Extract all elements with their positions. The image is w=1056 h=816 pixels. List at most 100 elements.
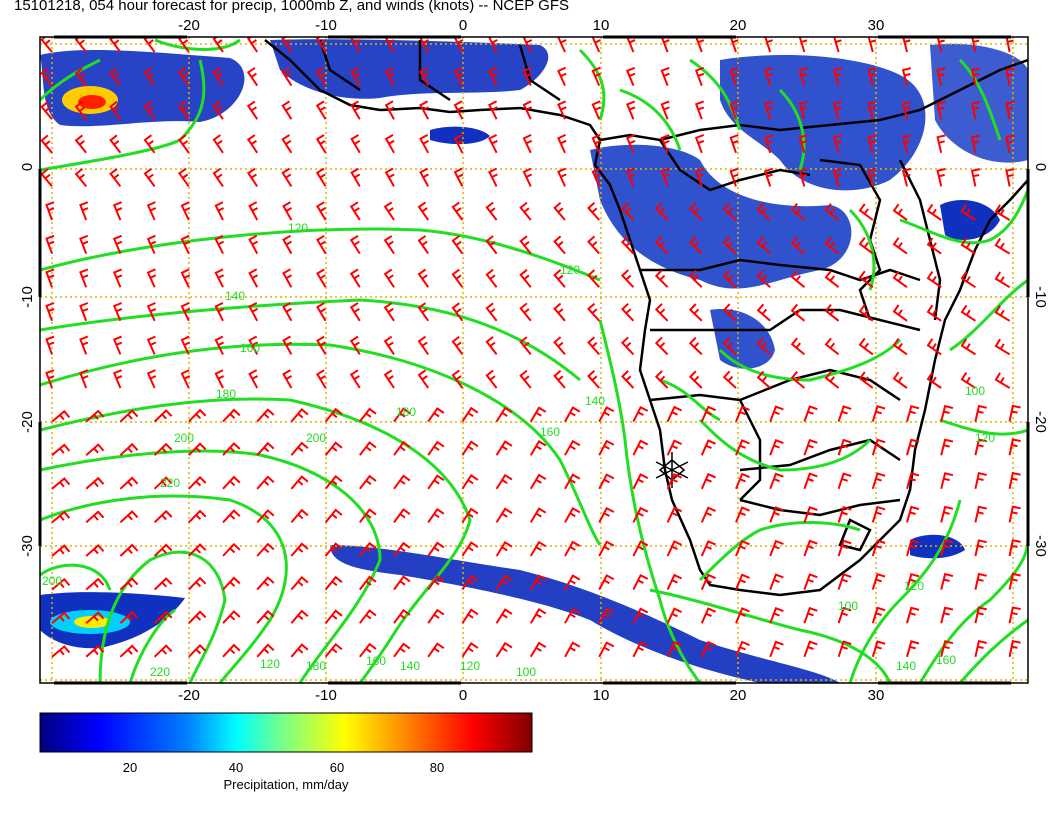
wind-barb-icon xyxy=(180,268,191,288)
wind-barb-icon xyxy=(867,37,877,53)
wind-barb-icon xyxy=(85,409,105,423)
wind-barb-icon xyxy=(85,476,105,490)
wind-barb-icon xyxy=(419,66,430,87)
wind-barb-icon xyxy=(146,301,157,322)
wind-barb-icon xyxy=(85,510,105,524)
wind-barb-icon xyxy=(281,167,293,187)
wind-barb-icon xyxy=(256,441,275,456)
wind-barb-icon xyxy=(700,405,717,423)
wind-barb-icon xyxy=(960,372,976,389)
wind-barb-icon xyxy=(824,270,840,288)
wind-barb-icon xyxy=(901,167,912,187)
wind-barb-icon xyxy=(109,100,122,120)
wind-barb-icon xyxy=(112,234,123,254)
wind-barb-icon xyxy=(960,271,976,289)
wind-barb-icon xyxy=(803,539,818,557)
wind-barb-icon xyxy=(461,608,479,624)
wind-barb-icon xyxy=(1005,37,1014,53)
wind-barb-icon xyxy=(824,371,840,389)
wind-barb-icon xyxy=(519,235,532,255)
wind-barb-icon xyxy=(695,37,705,53)
wind-barb-icon xyxy=(940,505,954,523)
wind-barb-icon xyxy=(79,201,89,221)
wind-barb-icon xyxy=(146,268,157,288)
wind-barb-icon xyxy=(591,167,601,187)
wind-barb-icon xyxy=(892,338,908,356)
wind-barb-icon xyxy=(495,608,513,624)
wind-barb-icon xyxy=(282,268,293,288)
wind-barb-icon xyxy=(529,406,547,423)
contour-label: 120 xyxy=(904,579,924,593)
wind-barb-icon xyxy=(495,507,513,523)
lon-label: 10 xyxy=(593,17,610,34)
wind-barb-icon xyxy=(40,168,53,188)
wind-barb-icon xyxy=(837,539,852,557)
wind-barb-icon xyxy=(451,268,464,288)
wind-barb-icon xyxy=(735,506,750,523)
precipitation-layer xyxy=(40,39,1028,683)
wind-barb-icon xyxy=(666,540,683,557)
wind-barb-icon xyxy=(598,473,615,490)
wind-barb-icon xyxy=(722,370,737,389)
wind-barb-icon xyxy=(315,37,327,53)
wind-barb-icon xyxy=(324,542,343,557)
wind-barb-icon xyxy=(451,369,464,389)
wind-barb-icon xyxy=(837,606,852,624)
wind-barb-icon xyxy=(519,336,532,356)
wind-barb-icon xyxy=(858,304,874,322)
wind-barb-icon xyxy=(119,476,139,490)
contour-label: 160 xyxy=(240,341,260,355)
wind-barb-icon xyxy=(419,100,430,120)
contour-label: 160 xyxy=(540,425,560,439)
wind-barb-icon xyxy=(654,303,669,322)
wind-barb-icon xyxy=(316,268,327,288)
wind-barb-icon xyxy=(461,440,479,456)
wind-barb-icon xyxy=(419,134,430,154)
wind-barb-icon xyxy=(119,610,139,624)
wind-barb-icon xyxy=(756,303,771,322)
wind-barb-icon xyxy=(803,438,818,456)
wind-barb-icon xyxy=(427,474,445,490)
wind-barb-icon xyxy=(790,270,806,288)
wind-barb-icon xyxy=(564,607,581,624)
wind-barb-icon xyxy=(557,66,567,87)
wind-barb-icon xyxy=(598,641,615,658)
wind-barb-icon xyxy=(40,101,53,120)
wind-barb-icon xyxy=(769,640,784,658)
wind-barb-icon xyxy=(790,202,806,221)
wind-barb-icon xyxy=(700,439,717,456)
wind-barb-icon xyxy=(256,609,275,624)
wind-barb-icon xyxy=(461,507,479,523)
wind-barb-icon xyxy=(74,100,87,120)
wind-barb-icon xyxy=(529,540,547,557)
contour-label: 200 xyxy=(306,431,326,445)
wind-barb-icon xyxy=(178,67,190,87)
wind-barb-icon xyxy=(598,574,615,591)
colorbar-tick: 20 xyxy=(123,760,137,775)
wind-barb-icon xyxy=(700,540,717,557)
wind-barb-icon xyxy=(384,167,395,187)
wind-barb-icon xyxy=(735,405,750,422)
wind-barb-icon xyxy=(79,302,89,322)
colorbar xyxy=(39,712,533,753)
wind-barb-icon xyxy=(735,573,750,590)
wind-barb-icon xyxy=(256,509,275,524)
wind-barb-icon xyxy=(488,134,498,154)
wind-barb-icon xyxy=(564,574,581,591)
wind-barb-icon xyxy=(837,505,852,523)
contour-label: 180 xyxy=(306,659,326,673)
wind-barb-icon xyxy=(282,369,293,389)
wind-barb-icon xyxy=(688,269,703,288)
wind-barb-icon xyxy=(282,335,293,355)
wind-barb-icon xyxy=(564,540,581,557)
wind-barb-icon xyxy=(660,100,670,120)
wind-barb-icon xyxy=(1005,168,1015,187)
colorbar-ticks: 20 40 60 80 xyxy=(123,760,444,775)
contour-label: 120 xyxy=(260,657,280,671)
wind-barb-icon xyxy=(461,574,479,591)
wind-barb-icon xyxy=(837,405,852,422)
wind-barb-icon xyxy=(598,607,615,624)
wind-barb-icon xyxy=(906,640,920,658)
wind-barb-icon xyxy=(153,644,173,658)
wind-barb-icon xyxy=(119,543,139,557)
